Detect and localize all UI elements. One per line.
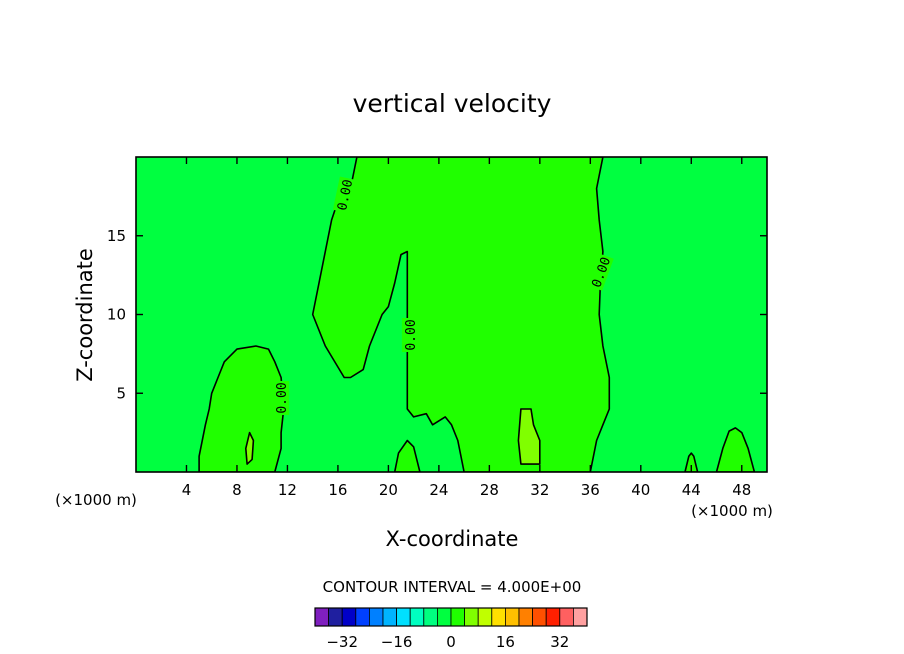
x-tick-label: 32 [530,481,549,499]
contour-core-9 [245,431,255,465]
x-tick-label: 40 [631,481,650,499]
contour-label-bg [332,176,356,214]
colorbar-tick-label: −16 [381,633,413,651]
colorbar-swatch [559,607,574,627]
chart-title: vertical velocity [353,89,552,118]
colorbar-swatch [545,607,561,627]
contour-label-bg [587,253,614,291]
colorbar-tick-label: −32 [326,633,358,651]
region-core-9 [245,432,254,465]
contour-label-bg [273,381,290,415]
contour-small-updraft-44 [684,452,699,472]
x-tick-label: 20 [379,481,398,499]
colorbar-swatch [314,607,330,627]
x-tick-label: 4 [182,481,192,499]
y-tick-label: 10 [107,306,126,324]
colorbar-swatch [368,607,384,627]
colorbar-swatch [436,607,452,627]
colorbar-swatch [341,607,357,627]
contour-label-text: 0.00 [404,319,419,350]
colorbar-swatch [477,607,493,627]
contour-right-updraft [715,427,756,472]
colorbar-swatch [423,607,438,627]
x-tick-label: 36 [581,481,600,499]
colorbar-swatch [464,607,479,627]
contour-core-31 [517,408,541,465]
contour-interval-label: CONTOUR INTERVAL = 4.000E+00 [323,578,582,596]
colorbar-swatch [355,607,370,627]
contour-small-updraft-19 [393,439,421,472]
region-main-updraft [312,157,610,472]
plot-area: 0.000.000.000.00 [135,156,768,473]
region-left-updraft [199,346,284,472]
colorbar [314,607,588,627]
colorbar-swatch [409,607,425,627]
colorbar-tick-label: 0 [446,633,456,651]
x-tick-label: 12 [278,481,297,499]
colorbar-swatch [573,607,588,627]
x-tick-label: 8 [232,481,242,499]
contour-label-0: 0.00 [332,176,356,214]
colorbar-tick-labels: −32 −16 0 16 32 [326,633,569,651]
colorbar-swatch [504,607,520,627]
colorbar-swatch [396,607,411,627]
colorbar-swatch [491,607,506,627]
y-tick-label: 15 [107,227,126,245]
contour-label-1: 0.00 [401,318,419,352]
colorbar-swatch [450,607,466,627]
colorbar-swatch [532,607,547,627]
field-regions [199,157,755,472]
contour-label-bg [401,318,418,352]
colorbar-tick-label: 32 [550,633,569,651]
region-core-31 [518,409,540,465]
y-axis: 5 10 15 [107,227,767,402]
x-unit-label-left: (×1000 m) [55,491,137,509]
y-axis-title: Z-coordinate [73,248,97,382]
x-tick-label: 24 [429,481,448,499]
contour-label-text: 0.00 [275,382,290,413]
x-tick-label: 44 [682,481,701,499]
colorbar-swatch [382,607,398,627]
colorbar-swatch [328,607,343,627]
colorbar-swatch [518,607,534,627]
region-small-updraft-44 [685,453,698,472]
contour-label-text: 0.00 [335,178,356,212]
x-axis-title: X-coordinate [386,527,519,551]
contour-left-updraft [198,345,285,472]
colorbar-frame [314,607,588,627]
x-tick-label: 28 [480,481,499,499]
region-right-updraft [716,427,755,472]
x-tick-label: 48 [732,481,751,499]
x-unit-label-right: (×1000 m) [691,502,773,520]
x-tick-label: 16 [328,481,347,499]
y-tick-label: 5 [116,384,126,402]
colorbar-tick-label: 16 [496,633,515,651]
x-axis: 4 8 12 16 20 24 28 32 36 40 44 48 [182,157,751,499]
contour-label-3: 0.00 [273,381,290,415]
